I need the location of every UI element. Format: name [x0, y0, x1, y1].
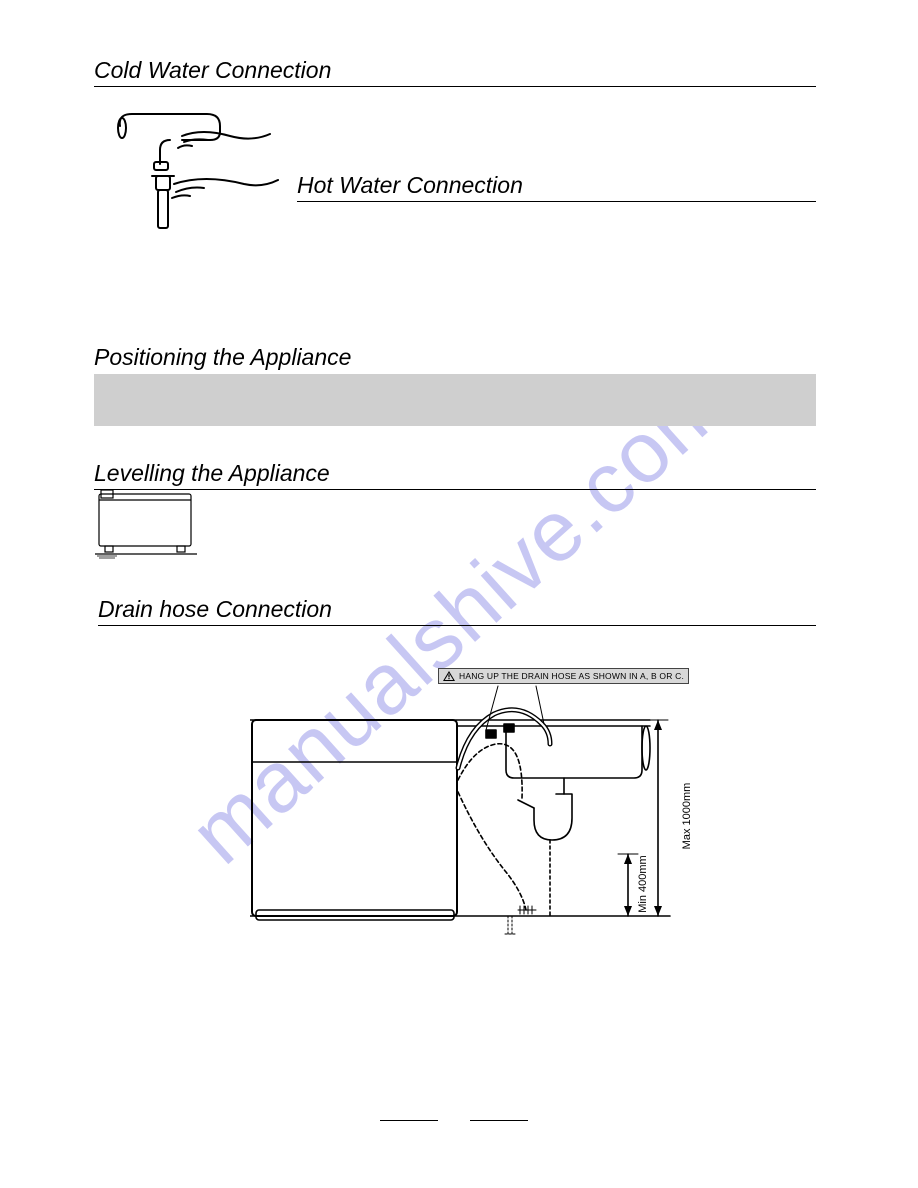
- page: manualshive.com Cold Water Connection: [0, 0, 918, 1188]
- drain-instruction-text: HANG UP THE DRAIN HOSE AS SHOWN IN A, B …: [459, 671, 684, 681]
- footer-rule-left: [380, 1120, 438, 1121]
- drain-hose-illustration: HANG UP THE DRAIN HOSE AS SHOWN IN A, B …: [250, 658, 690, 958]
- heading-drain-hose: Drain hose Connection: [98, 596, 816, 626]
- positioning-gray-bar: [94, 374, 816, 426]
- levelling-illustration: [95, 490, 197, 560]
- heading-hot-water: Hot Water Connection: [297, 172, 816, 202]
- warning-icon: [443, 671, 455, 681]
- drain-max-label: Max 1000mm: [681, 771, 693, 861]
- heading-positioning: Positioning the Appliance: [94, 344, 816, 373]
- heading-levelling: Levelling the Appliance: [94, 460, 816, 490]
- footer-rule-right: [470, 1120, 528, 1121]
- faucet-illustration: [112, 106, 282, 230]
- drain-instruction-strip: HANG UP THE DRAIN HOSE AS SHOWN IN A, B …: [438, 668, 689, 684]
- drain-min-label: Min 400mm: [637, 839, 649, 929]
- heading-cold-water: Cold Water Connection: [94, 57, 816, 87]
